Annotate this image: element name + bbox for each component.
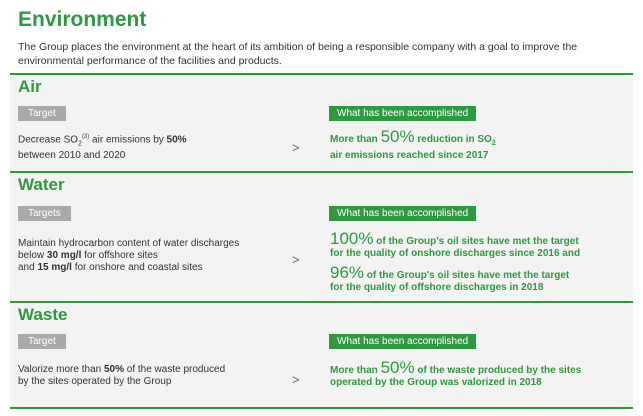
bottom-divider	[10, 407, 633, 409]
air-target-text: Decrease SO2(3) air emissions by 50% bet…	[18, 134, 187, 162]
water-title: Water	[18, 175, 65, 194]
water-divider	[10, 171, 633, 173]
water-accomplished-tag: What has been accomplished	[329, 206, 477, 221]
water-result-onshore: 100% of the Group's oil sites have met t…	[330, 229, 581, 259]
air-arrow: >	[292, 140, 300, 155]
page-title: Environment	[18, 8, 147, 31]
air-result: More than 50% reduction in SO2 air emiss…	[330, 127, 496, 161]
waste-result: More than 50% of the waste produced by t…	[330, 358, 582, 388]
waste-arrow: >	[292, 372, 300, 387]
air-section	[10, 75, 633, 171]
water-arrow: >	[292, 252, 300, 267]
air-title: Air	[18, 77, 42, 96]
water-target-text: Maintain hydrocarbon content of water di…	[18, 238, 240, 273]
waste-section	[10, 303, 633, 407]
waste-target-tag: Target	[18, 334, 66, 349]
waste-title: Waste	[18, 305, 68, 324]
waste-accomplished-tag: What has been accomplished	[329, 334, 477, 349]
air-accomplished-tag: What has been accomplished	[329, 106, 477, 121]
waste-divider	[10, 301, 633, 303]
water-targets-tag: Targets	[18, 206, 71, 221]
air-divider	[10, 73, 633, 75]
air-target-tag: Target	[18, 106, 66, 121]
water-result-offshore: 96% of the Group's oil sites have met th…	[330, 263, 570, 293]
waste-target-text: Valorize more than 50% of the waste prod…	[18, 364, 226, 387]
intro-text: The Group places the environment at the …	[18, 41, 578, 67]
water-section	[10, 173, 633, 301]
